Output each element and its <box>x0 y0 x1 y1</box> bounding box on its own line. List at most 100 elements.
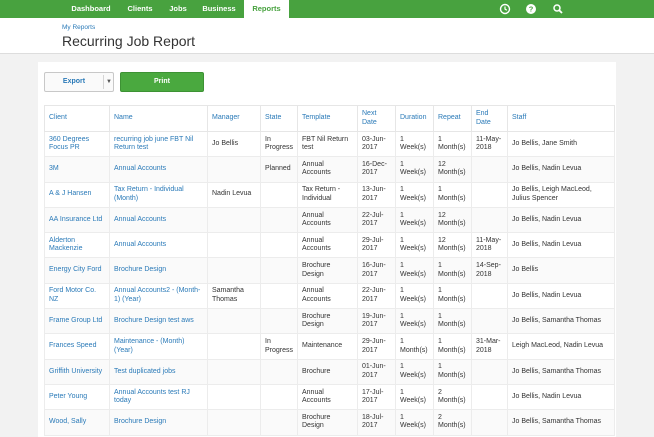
cell-next-date: 13-Jun-2017 <box>357 181 396 208</box>
cell-staff: Jo Bellis, Leigh MacLeod, Julius Spencer <box>507 181 615 208</box>
cell-duration: 1 Month(s) <box>395 333 434 360</box>
cell-name[interactable]: Annual Accounts2 - (Month-1) (Year) <box>109 282 208 310</box>
column-header-repeat[interactable]: Repeat <box>433 105 472 132</box>
cell-client[interactable]: Frances Speed <box>44 333 110 360</box>
cell-name[interactable]: Brochure Design <box>109 257 208 284</box>
cell-template: Maintenance <box>297 333 358 360</box>
column-header-template[interactable]: Template <box>297 105 358 132</box>
cell-client[interactable]: Griffith University <box>44 358 110 385</box>
cell-end-date: 11-May-2018 <box>471 232 508 259</box>
cell-manager <box>207 257 261 284</box>
nav-item-business[interactable]: Business <box>202 4 236 13</box>
cell-template: Annual Accounts <box>297 232 358 259</box>
cell-template: Annual Accounts <box>297 282 358 310</box>
cell-name[interactable]: Tax Return - Individual (Month) <box>109 181 208 208</box>
cell-repeat: 12 Month(s) <box>433 232 472 259</box>
cell-manager: Nadin Levua <box>207 181 261 208</box>
cell-repeat: 1 Month(s) <box>433 130 472 158</box>
cell-template: Annual Accounts <box>297 156 358 183</box>
nav-item-reports[interactable]: Reports <box>244 0 289 18</box>
cell-staff: Jo Bellis, Samantha Thomas <box>507 358 615 385</box>
column-header-next-date[interactable]: Next Date <box>357 105 396 132</box>
cell-end-date: 14-Sep-2018 <box>471 257 508 284</box>
cell-next-date: 19-Jun-2017 <box>357 308 396 335</box>
print-button[interactable]: Print <box>120 72 204 92</box>
column-header-state[interactable]: State <box>260 105 298 132</box>
search-icon[interactable] <box>552 3 564 15</box>
cell-client[interactable]: A & J Hansen <box>44 181 110 208</box>
breadcrumb[interactable]: My Reports <box>62 24 96 31</box>
table-row: Frame Group Ltd Brochure Design test aws B… <box>44 308 615 335</box>
cell-duration: 1 Week(s) <box>395 358 434 385</box>
export-button[interactable]: Export ▼ <box>44 72 114 92</box>
cell-client[interactable]: Alderton Mackenzie <box>44 232 110 259</box>
nav-item-dashboard[interactable]: Dashboard <box>71 4 111 13</box>
recurring-job-table: Client Name Manager State Template Next Date D… <box>44 105 615 436</box>
column-header-end-date[interactable]: End Date <box>471 105 508 132</box>
cell-template: FBT Nil Return test <box>297 130 358 158</box>
cell-manager <box>207 409 261 436</box>
cell-client[interactable]: Ford Motor Co. NZ <box>44 282 110 310</box>
cell-next-date: 22-Jun-2017 <box>357 282 396 310</box>
help-icon[interactable]: ? <box>525 3 537 15</box>
cell-name[interactable]: recurring job june FBT Nil Return test <box>109 130 208 158</box>
cell-state <box>260 282 298 310</box>
clock-icon[interactable] <box>499 3 511 15</box>
cell-staff: Jo Bellis, Nadin Levua <box>507 282 615 310</box>
column-header-staff[interactable]: Staff <box>507 105 615 132</box>
cell-name[interactable]: Annual Accounts <box>109 232 208 259</box>
cell-client[interactable]: AA Insurance Ltd <box>44 206 110 234</box>
cell-next-date: 01-Jun-2017 <box>357 358 396 385</box>
cell-duration: 1 Week(s) <box>395 232 434 259</box>
cell-repeat: 1 Month(s) <box>433 333 472 360</box>
table-row: Ford Motor Co. NZ Annual Accounts2 - (Mon… <box>44 282 615 310</box>
table-row: A & J Hansen Tax Return - Individual (Mon… <box>44 181 615 208</box>
cell-next-date: 18-Jul-2017 <box>357 409 396 436</box>
cell-repeat: 12 Month(s) <box>433 206 472 234</box>
cell-repeat: 1 Month(s) <box>433 282 472 310</box>
cell-manager <box>207 383 261 411</box>
cell-repeat: 1 Month(s) <box>433 308 472 335</box>
cell-client[interactable]: Wood, Sally <box>44 409 110 436</box>
cell-duration: 1 Week(s) <box>395 206 434 234</box>
cell-end-date <box>471 181 508 208</box>
top-navigation-bar: Dashboard Clients Jobs Business Reports … <box>0 0 654 18</box>
page-header: My Reports Recurring Job Report <box>0 18 654 54</box>
cell-name[interactable]: Test duplicated jobs <box>109 358 208 385</box>
cell-client[interactable]: Frame Group Ltd <box>44 308 110 335</box>
cell-duration: 1 Week(s) <box>395 409 434 436</box>
cell-name[interactable]: Maintenance - (Month) (Year) <box>109 333 208 360</box>
nav-item-clients[interactable]: Clients <box>127 4 153 13</box>
cell-name[interactable]: Annual Accounts <box>109 156 208 183</box>
cell-repeat: 2 Month(s) <box>433 383 472 411</box>
table-row: 360 Degrees Focus PR recurring job june F… <box>44 130 615 158</box>
cell-end-date <box>471 206 508 234</box>
cell-state <box>260 409 298 436</box>
cell-duration: 1 Week(s) <box>395 282 434 310</box>
cell-manager <box>207 308 261 335</box>
cell-name[interactable]: Annual Accounts test RJ today <box>109 383 208 411</box>
chevron-down-icon[interactable]: ▼ <box>106 79 112 85</box>
cell-manager <box>207 156 261 183</box>
cell-manager <box>207 206 261 234</box>
cell-staff: Jo Bellis, Samantha Thomas <box>507 409 615 436</box>
column-header-client[interactable]: Client <box>44 105 110 132</box>
cell-staff: Jo Bellis, Jane Smith <box>507 130 615 158</box>
cell-name[interactable]: Annual Accounts <box>109 206 208 234</box>
table-row: Griffith University Test duplicated jobs B… <box>44 358 615 385</box>
cell-client[interactable]: Energy City Ford <box>44 257 110 284</box>
table-row: Frances Speed Maintenance - (Month) (Year… <box>44 333 615 360</box>
cell-staff: Jo Bellis, Nadin Levua <box>507 156 615 183</box>
cell-client[interactable]: 360 Degrees Focus PR <box>44 130 110 158</box>
cell-name[interactable]: Brochure Design test aws <box>109 308 208 335</box>
cell-manager <box>207 232 261 259</box>
column-header-manager[interactable]: Manager <box>207 105 261 132</box>
cell-end-date <box>471 358 508 385</box>
cell-manager <box>207 333 261 360</box>
cell-client[interactable]: 3M <box>44 156 110 183</box>
cell-client[interactable]: Peter Young <box>44 383 110 411</box>
column-header-duration[interactable]: Duration <box>395 105 434 132</box>
nav-item-jobs[interactable]: Jobs <box>169 4 187 13</box>
cell-name[interactable]: Brochure Design <box>109 409 208 436</box>
column-header-name[interactable]: Name <box>109 105 208 132</box>
